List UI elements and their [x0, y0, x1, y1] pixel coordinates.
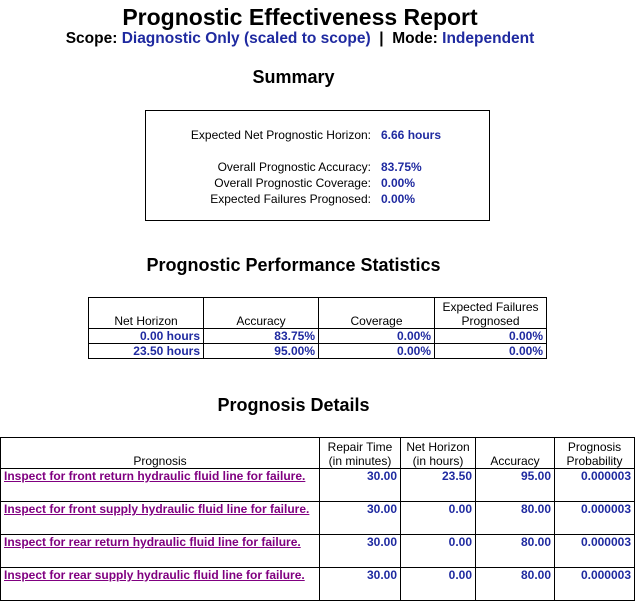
summary-horizon-value: 6.66 hours	[381, 128, 442, 142]
prognosis-link[interactable]: Inspect for rear supply hydraulic fluid …	[0, 567, 320, 601]
report-subtitle: Scope: Diagnostic Only (scaled to scope)…	[0, 30, 600, 48]
stats-table: Net Horizon Accuracy Coverage Expected F…	[88, 297, 547, 359]
details-cell: 0.000003	[554, 567, 635, 601]
details-heading: Prognosis Details	[217, 395, 370, 415]
summary-failures-value: 0.00%	[381, 192, 416, 206]
details-cell: 30.00	[319, 501, 401, 535]
prognosis-link[interactable]: Inspect for front return hydraulic fluid…	[0, 468, 320, 502]
details-cell: 0.000003	[554, 534, 635, 568]
summary-box: Expected Net Prognostic Horizon: 6.66 ho…	[145, 110, 490, 221]
details-header-row: Prognosis Repair Time (in minutes) Net H…	[0, 437, 635, 469]
mode-label: Mode:	[392, 30, 438, 47]
stats-cell: 0.00%	[434, 328, 547, 344]
separator: |	[379, 30, 384, 47]
table-row: Inspect for front return hydraulic fluid…	[0, 468, 635, 502]
summary-heading: Summary	[252, 67, 335, 87]
stats-header-failures: Expected Failures Prognosed	[434, 297, 547, 329]
details-cell: 30.00	[319, 468, 401, 502]
stats-heading: Prognostic Performance Statistics	[146, 255, 441, 275]
summary-accuracy-label: Overall Prognostic Accuracy:	[217, 160, 371, 174]
stats-cell: 0.00%	[434, 343, 547, 359]
table-row: Inspect for rear return hydraulic fluid …	[0, 534, 635, 568]
details-cell: 80.00	[475, 534, 555, 568]
details-header-net-horizon: Net Horizon (in hours)	[400, 437, 476, 469]
details-cell: 95.00	[475, 468, 555, 502]
prognosis-link[interactable]: Inspect for rear return hydraulic fluid …	[0, 534, 320, 568]
details-cell: 0.00	[400, 567, 476, 601]
details-cell: 0.00	[400, 534, 476, 568]
details-header-prognosis: Prognosis	[0, 437, 320, 469]
prognosis-link[interactable]: Inspect for front supply hydraulic fluid…	[0, 501, 320, 535]
table-row: Inspect for front supply hydraulic fluid…	[0, 501, 635, 535]
stats-header-row: Net Horizon Accuracy Coverage Expected F…	[88, 297, 547, 329]
table-row: Inspect for rear supply hydraulic fluid …	[0, 567, 635, 601]
stats-header-accuracy: Accuracy	[203, 297, 319, 329]
details-header-repair-time: Repair Time (in minutes)	[319, 437, 401, 469]
details-table: Prognosis Repair Time (in minutes) Net H…	[0, 437, 635, 601]
summary-coverage-label: Overall Prognostic Coverage:	[214, 176, 371, 190]
stats-cell: 83.75%	[203, 328, 319, 344]
scope-label: Scope:	[65, 30, 118, 47]
table-row: 23.50 hours 95.00% 0.00% 0.00%	[88, 343, 547, 359]
summary-coverage-value: 0.00%	[381, 176, 416, 190]
details-header-accuracy: Accuracy	[475, 437, 555, 469]
summary-accuracy-value: 83.75%	[381, 160, 422, 174]
details-cell: 0.000003	[554, 501, 635, 535]
stats-header-coverage: Coverage	[318, 297, 435, 329]
details-cell: 23.50	[400, 468, 476, 502]
stats-cell: 0.00 hours	[88, 328, 204, 344]
summary-failures-label: Expected Failures Prognosed:	[210, 192, 371, 206]
details-cell: 30.00	[319, 534, 401, 568]
details-cell: 30.00	[319, 567, 401, 601]
details-cell: 80.00	[475, 567, 555, 601]
report-title: Prognostic Effectiveness Report	[122, 4, 478, 30]
details-header-probability: Prognosis Probability	[554, 437, 635, 469]
scope-value: Diagnostic Only (scaled to scope)	[121, 30, 371, 47]
details-cell: 0.000003	[554, 468, 635, 502]
stats-header-net-horizon: Net Horizon	[88, 297, 204, 329]
stats-cell: 0.00%	[318, 328, 435, 344]
mode-value: Independent	[442, 30, 535, 47]
table-row: 0.00 hours 83.75% 0.00% 0.00%	[88, 328, 547, 344]
details-cell: 80.00	[475, 501, 555, 535]
summary-horizon-label: Expected Net Prognostic Horizon:	[190, 128, 371, 142]
stats-cell: 0.00%	[318, 343, 435, 359]
stats-cell: 95.00%	[203, 343, 319, 359]
details-cell: 0.00	[400, 501, 476, 535]
stats-cell: 23.50 hours	[88, 343, 204, 359]
